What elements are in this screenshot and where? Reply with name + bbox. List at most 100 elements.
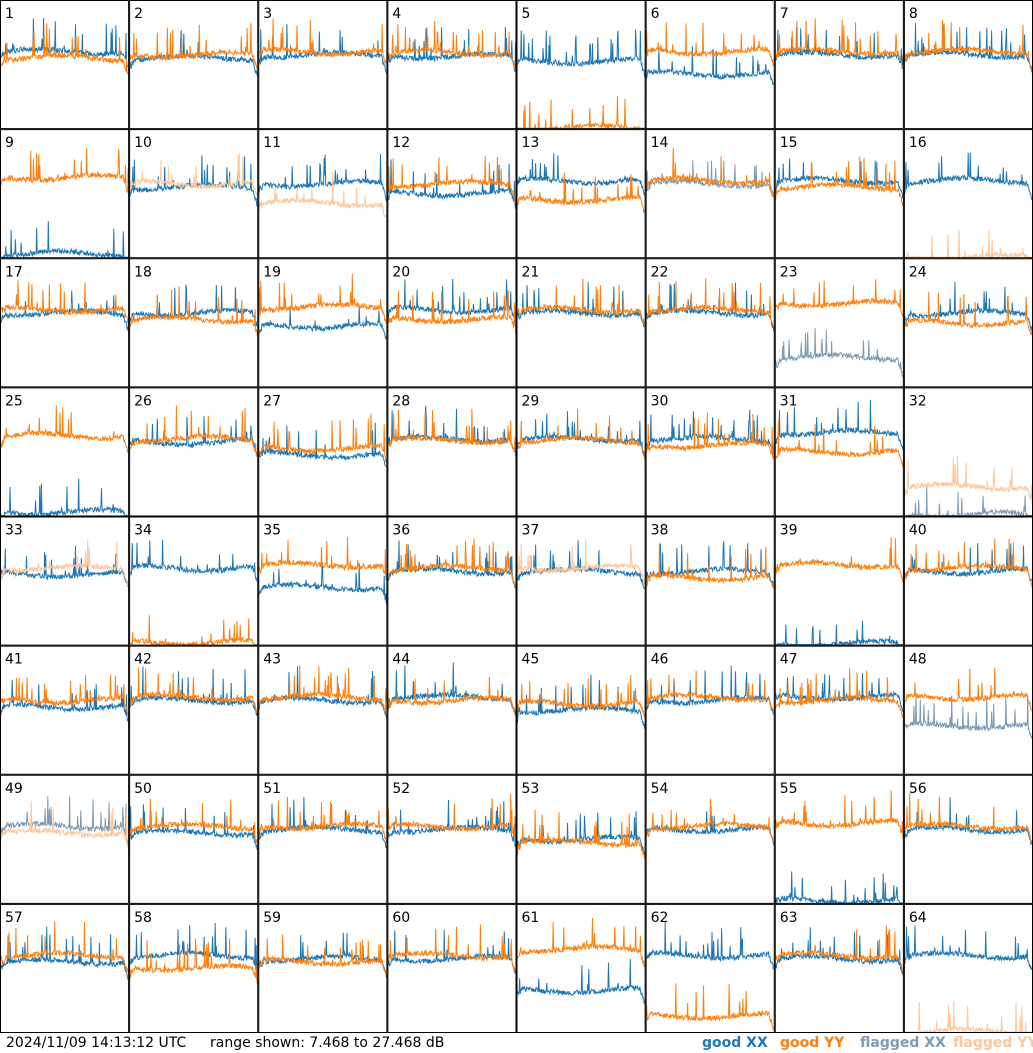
range-label: range shown: 7.468 to 27.468 dB: [210, 1035, 445, 1051]
tile-label-11: 11: [263, 135, 281, 151]
trace-yy-42: [129, 667, 258, 714]
tile-frame-35: [258, 516, 388, 646]
tile-44: 44: [387, 645, 517, 775]
tile-54: 54: [645, 774, 775, 904]
tile-1: 1: [0, 0, 130, 130]
tile-31: 31: [774, 387, 904, 517]
trace-yy-31: [775, 420, 904, 468]
tile-label-1: 1: [5, 6, 14, 22]
tile-16: 16: [903, 129, 1033, 260]
tile-frame-18: [129, 258, 259, 388]
trace-xx-26: [129, 416, 258, 458]
tile-label-22: 22: [651, 264, 669, 280]
trace-xx-52: [387, 799, 516, 848]
tile-label-59: 59: [263, 910, 281, 926]
tile-10: 10: [129, 129, 259, 259]
tile-label-6: 6: [651, 6, 660, 22]
tile-frame-54: [645, 774, 775, 904]
trace-yy-41: [0, 674, 129, 715]
tile-label-18: 18: [134, 264, 152, 280]
tile-label-36: 36: [392, 523, 410, 539]
tile-label-53: 53: [522, 781, 540, 797]
trace-yy-15: [775, 156, 904, 207]
trace-xx-47: [775, 673, 904, 712]
trace-xx-4: [387, 26, 516, 72]
trace-yy-27: [258, 413, 387, 464]
tile-frame-15: [774, 129, 904, 259]
tile-frame-58: [129, 903, 259, 1033]
tile-frame-34: [129, 516, 259, 646]
trace-yy-6: [646, 22, 774, 67]
tile-label-54: 54: [651, 781, 669, 797]
legend-good-yy-word: good: [780, 1035, 820, 1051]
tile-frame-60: [387, 903, 517, 1033]
trace-yy-45: [517, 674, 646, 717]
trace-xx-64: [904, 925, 1033, 971]
tile-42: 42: [129, 645, 259, 775]
trace-yy-12: [387, 156, 516, 203]
trace-yy-17: [0, 280, 129, 324]
tile-label-50: 50: [134, 781, 152, 797]
tile-14: 14: [645, 129, 775, 259]
trace-yy-23: [775, 279, 904, 317]
trace-xx-24: [904, 281, 1033, 333]
tile-frame-49: [0, 774, 130, 904]
tile-11: 11: [258, 129, 388, 259]
legend-good-yy: good YY: [780, 1035, 844, 1051]
tile-label-9: 9: [5, 135, 14, 151]
tile-frame-36: [387, 516, 517, 646]
trace-yy-10: [129, 152, 258, 196]
legend-good-xx-word: good: [702, 1035, 742, 1051]
tile-37: 37: [516, 516, 646, 646]
tile-frame-42: [129, 645, 259, 775]
tile-label-12: 12: [392, 135, 410, 151]
tile-label-56: 56: [909, 781, 927, 797]
tile-frame-19: [258, 258, 388, 388]
tile-frame-47: [774, 645, 904, 775]
tile-61: 61: [516, 903, 646, 1033]
tile-frame-39: [774, 516, 904, 646]
tile-26: 26: [129, 387, 259, 517]
trace-yy-49: [0, 801, 129, 850]
tile-frame-30: [645, 387, 775, 517]
tile-38: 38: [645, 516, 775, 646]
trace-xx-41: [0, 679, 129, 723]
trace-yy-39: [775, 537, 904, 583]
tile-label-30: 30: [651, 393, 669, 409]
trace-xx-18: [129, 284, 258, 327]
tile-27: 27: [258, 387, 388, 517]
tile-frame-53: [516, 774, 646, 904]
trace-xx-14: [646, 160, 775, 198]
tile-frame-7: [774, 0, 904, 130]
trace-yy-34: [129, 615, 258, 647]
trace-xx-25: [0, 478, 129, 518]
trace-yy-33: [0, 539, 129, 587]
tile-60: 60: [387, 903, 517, 1033]
trace-yy-28: [387, 408, 516, 457]
tile-label-8: 8: [909, 6, 918, 22]
trace-yy-62: [646, 983, 774, 1030]
tile-label-28: 28: [392, 393, 410, 409]
timestamp: 2024/11/09 14:13:12 UTC: [6, 1035, 187, 1051]
trace-xx-42: [129, 666, 258, 717]
tile-label-40: 40: [909, 523, 927, 539]
trace-xx-23: [775, 327, 904, 378]
trace-xx-29: [517, 411, 646, 455]
trace-yy-36: [388, 538, 516, 587]
tile-12: 12: [387, 129, 517, 259]
trace-xx-49: [0, 796, 129, 845]
trace-xx-48: [904, 693, 1033, 739]
tile-frame-55: [774, 774, 904, 904]
trace-xx-7: [775, 27, 904, 70]
tile-57: 57: [0, 903, 130, 1033]
tile-label-60: 60: [392, 910, 410, 926]
trace-xx-57: [0, 926, 129, 981]
tile-label-31: 31: [780, 393, 798, 409]
tile-frame-28: [387, 387, 517, 517]
tile-frame-1: [0, 0, 130, 130]
tile-label-20: 20: [392, 264, 410, 280]
tile-label-43: 43: [263, 652, 281, 668]
tile-55: 55: [774, 774, 904, 905]
tile-15: 15: [774, 129, 904, 259]
tile-49: 49: [0, 774, 130, 904]
